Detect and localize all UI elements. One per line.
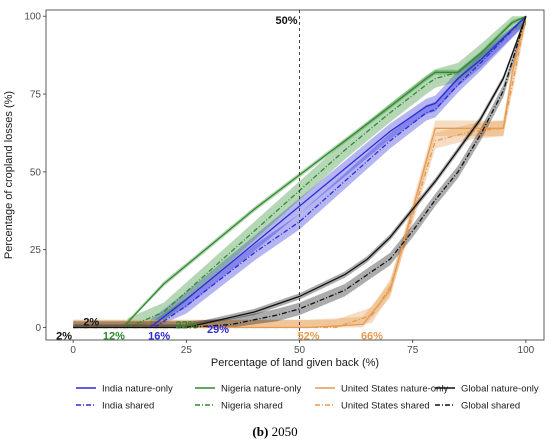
legend-label: United States nature-only [341,384,448,395]
band-india-shared [154,16,526,328]
legend-label: India shared [102,401,154,412]
y-tick-label: 100 [24,12,41,23]
line-nigeria-shared [127,15,527,329]
x-tick-label: 100 [518,345,535,356]
line-united-states-shared [73,16,527,329]
x-tick-label: 50 [294,345,306,356]
legend-label: Nigeria nature-only [221,384,302,395]
annotation-label: 22% [175,319,197,331]
annotation-label: 12% [103,330,125,342]
legend-label: Global nature-only [461,384,539,395]
x-tick-label: 75 [407,345,419,356]
legend-label: United States shared [341,401,430,412]
legend-label: India nature-only [102,384,173,395]
plot-frame [45,9,545,341]
confidence-bands [73,16,526,328]
caption-text: 2050 [271,424,298,439]
annotation-label: 2% [83,316,99,328]
legend-label: Nigeria shared [221,401,283,412]
chart: 50% 0 25 50 75 100 0 25 50 75 100 Percentage of … [3,9,545,412]
line-global-nature-only [73,15,527,329]
y-tick-label: 0 [35,323,41,334]
line-united-states-nature-only [73,16,527,329]
annotations: 2% 2% 12% 16% 22% 29% 52% 66% [56,316,383,342]
band-nigeria-shared [127,16,526,328]
x-axis-label: Percentage of land given back (%) [211,357,379,369]
x-tick-label: 25 [181,345,193,356]
y-tick-label: 50 [30,167,42,178]
y-tick-label: 75 [30,90,42,101]
band-nigeria-nature-only [123,16,526,328]
annotation-label: 2% [56,330,72,342]
annotation-label: 16% [148,330,170,342]
series-lines [73,15,527,329]
legend-label: Global shared [461,401,520,412]
annotation-label: 29% [207,324,229,336]
legend: India nature-only Nigeria nature-only Unit… [76,384,539,412]
y-axis-label: Percentage of cropland losses (%) [3,91,15,259]
x-axis-ticks: 0 25 50 75 100 [70,340,535,356]
annotation-label: 52% [298,330,320,342]
reference-line-label: 50% [275,15,297,27]
line-india-shared [154,15,527,329]
annotation-label: 66% [361,330,383,342]
band-india-nature-only [150,16,526,328]
line-india-nature-only [149,15,527,329]
figure-caption: (b) 2050 [0,424,550,440]
y-axis-ticks: 0 25 50 75 100 [24,12,46,334]
x-tick-label: 0 [70,345,76,356]
y-tick-label: 25 [30,245,42,256]
caption-label: (b) [252,424,269,439]
